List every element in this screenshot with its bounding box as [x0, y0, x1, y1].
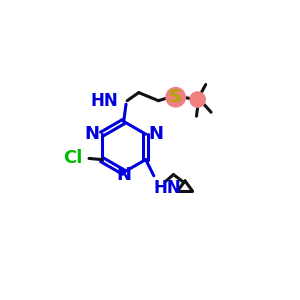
Text: HN: HN — [154, 179, 182, 197]
Text: S: S — [169, 88, 182, 106]
Text: N: N — [148, 125, 163, 143]
Text: N: N — [84, 125, 99, 143]
Text: N: N — [116, 166, 131, 184]
Text: Cl: Cl — [63, 149, 82, 167]
Text: HN: HN — [90, 92, 118, 110]
Circle shape — [166, 88, 185, 107]
Circle shape — [190, 92, 205, 107]
